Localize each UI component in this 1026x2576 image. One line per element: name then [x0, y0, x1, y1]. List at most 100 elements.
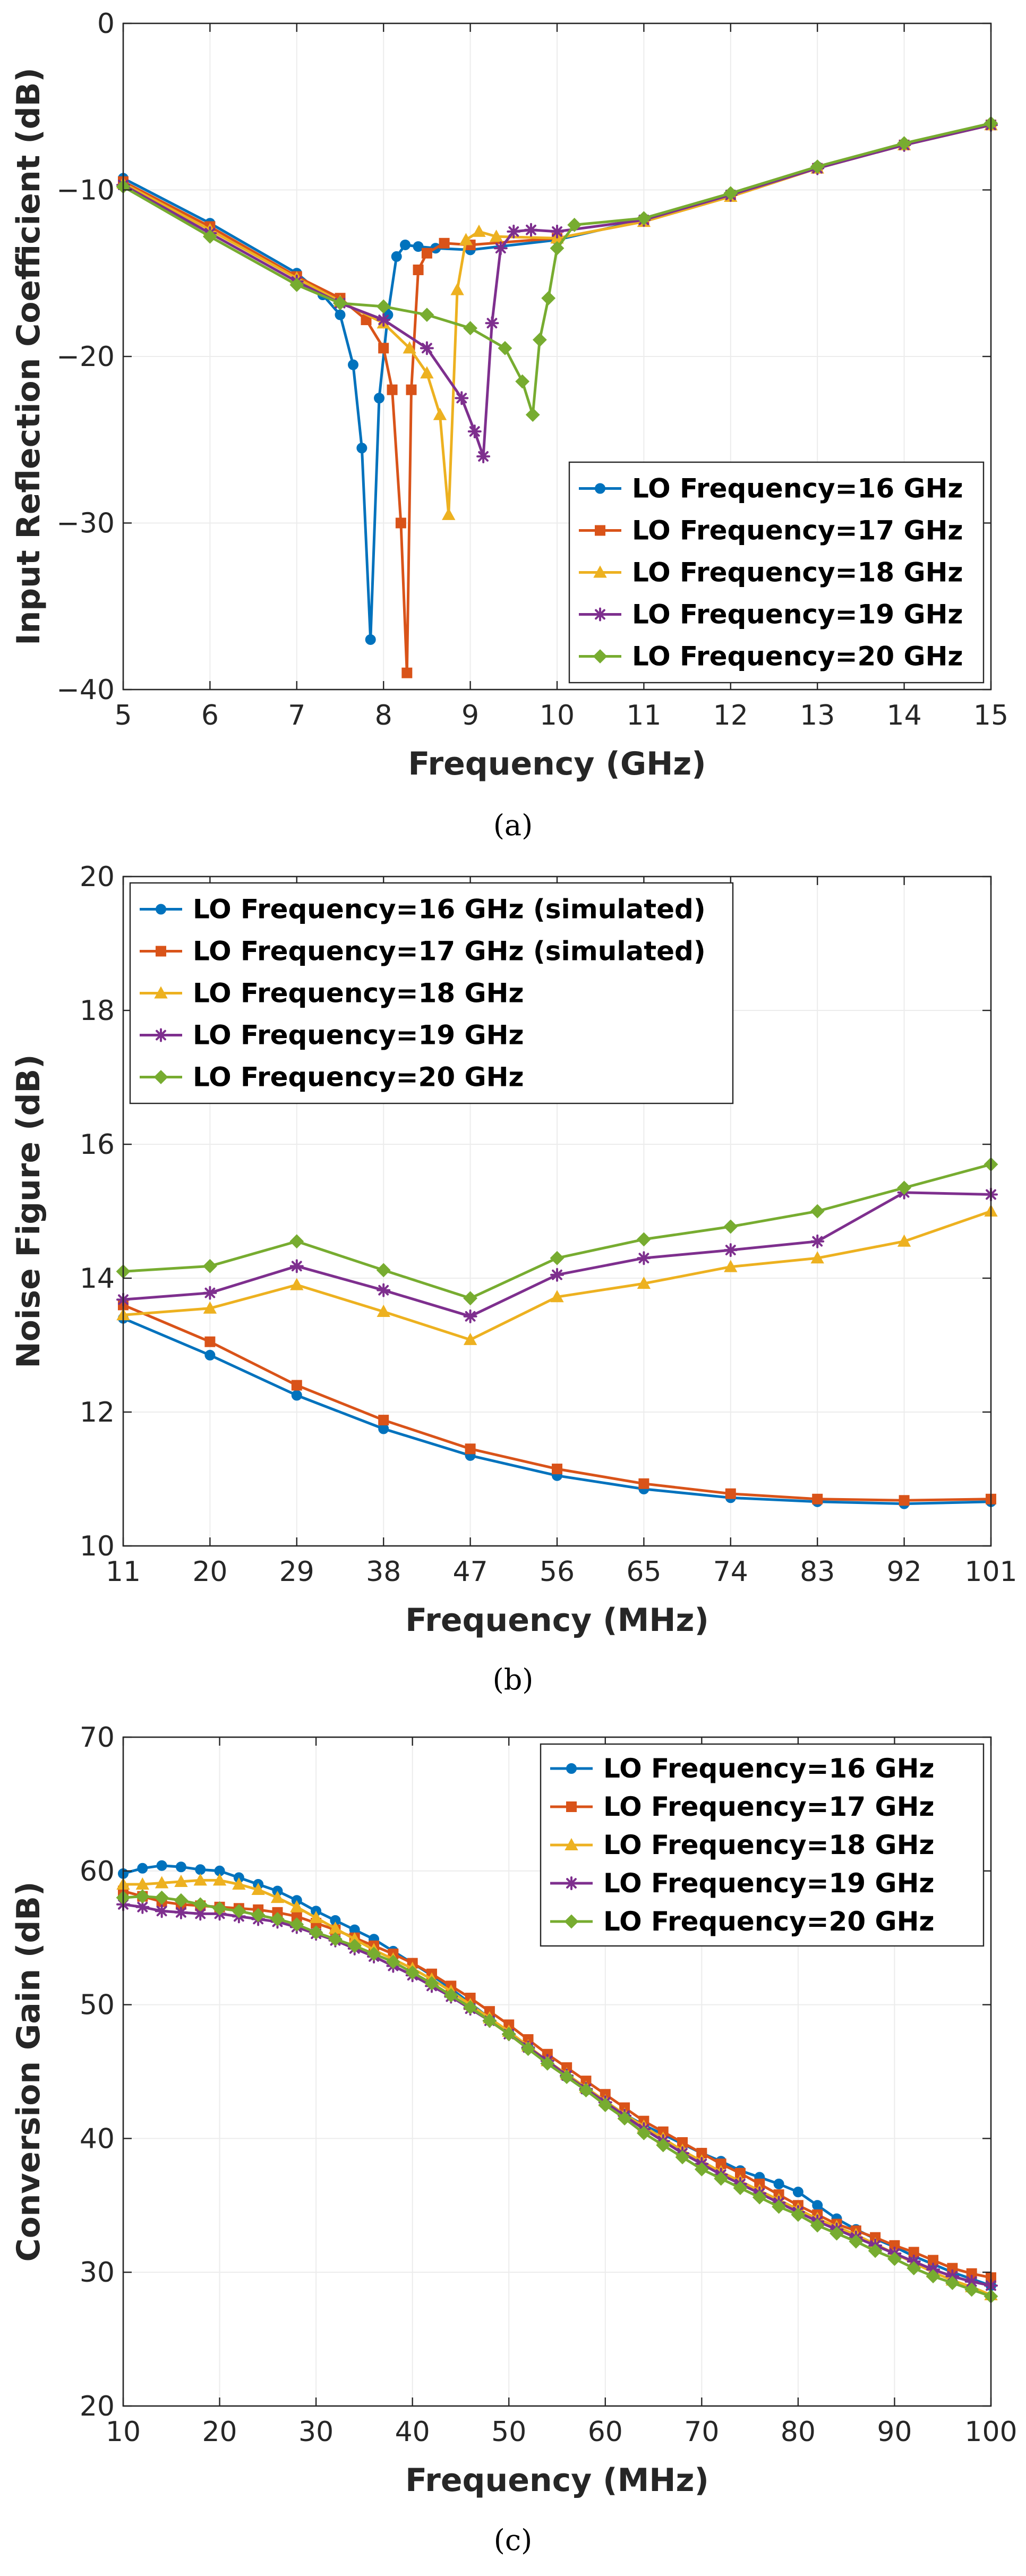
legend-label: LO Frequency=18 GHz	[603, 1830, 935, 1860]
data-point	[290, 1900, 304, 1912]
data-point	[442, 507, 456, 520]
data-point	[812, 2200, 823, 2211]
data-point	[637, 1277, 651, 1289]
data-point	[420, 308, 434, 322]
y-tick-label: −30	[56, 508, 115, 540]
data-point	[174, 1905, 188, 1919]
y-axis-title: Input Reflection Coefficient (dB)	[10, 67, 47, 645]
x-tick-label: 20	[202, 2416, 237, 2448]
data-point	[347, 1939, 362, 1953]
data-point	[204, 1336, 216, 1347]
x-tick-label: 11	[626, 700, 661, 732]
data-point	[405, 1965, 420, 1980]
data-point	[291, 1380, 302, 1391]
data-point	[291, 1390, 302, 1401]
data-point	[598, 2098, 613, 2112]
y-tick-label: 70	[80, 1722, 115, 1754]
data-point	[752, 2190, 767, 2205]
legend-label: LO Frequency=20 GHz	[193, 1062, 524, 1093]
y-tick-label: 18	[80, 995, 115, 1027]
data-point	[232, 1877, 246, 1890]
data-point	[413, 241, 424, 252]
data-point	[463, 1332, 477, 1345]
legend-label: LO Frequency=16 GHz	[632, 473, 963, 504]
legend-marker	[565, 1838, 578, 1850]
figure-caption: (b)	[493, 1663, 534, 1696]
legend-box	[540, 1743, 985, 1947]
data-point	[289, 1259, 304, 1273]
data-point	[289, 277, 304, 292]
data-point	[550, 241, 565, 256]
legend-marker	[566, 1801, 577, 1812]
data-point	[636, 1232, 651, 1247]
x-tick-label: 80	[781, 2416, 816, 2448]
data-point	[289, 1234, 304, 1249]
data-point	[810, 1251, 824, 1264]
data-point	[374, 393, 385, 404]
legend-label: LO Frequency=16 GHz (simulated)	[193, 894, 706, 925]
data-point	[637, 1251, 651, 1265]
data-point	[391, 251, 402, 262]
legend: LO Frequency=16 GHz (simulated) LO Freque…	[129, 882, 734, 1104]
data-point	[498, 341, 512, 355]
data-point	[463, 1309, 477, 1323]
x-tick-label: 56	[540, 1556, 575, 1588]
x-tick-label: 15	[973, 700, 1008, 732]
data-point	[964, 2282, 979, 2297]
data-point	[849, 2234, 863, 2249]
x-axis-title: Frequency (MHz)	[405, 2462, 709, 2499]
legend-label: LO Frequency=20 GHz	[603, 1906, 935, 1937]
data-point	[810, 159, 825, 174]
data-point	[203, 1286, 217, 1300]
x-tick-label: 100	[964, 2416, 1017, 2448]
x-tick-label: 83	[800, 1556, 835, 1588]
data-point	[204, 1349, 216, 1361]
data-point	[964, 2274, 979, 2289]
data-point	[467, 424, 482, 439]
data-point	[482, 2013, 497, 2028]
legend-label: LO Frequency=18 GHz	[193, 978, 524, 1009]
y-tick-label: 0	[97, 8, 115, 40]
data-point	[507, 224, 521, 239]
y-tick-label: −10	[56, 175, 115, 207]
data-point	[232, 1903, 246, 1918]
y-tick-label: 12	[80, 1397, 115, 1429]
data-point	[725, 1488, 736, 1499]
data-point	[202, 229, 217, 244]
x-tick-label: 70	[684, 2416, 719, 2448]
x-tick-label: 65	[626, 1556, 661, 1588]
legend-marker	[564, 1914, 579, 1929]
data-point	[387, 384, 398, 395]
data-point	[135, 1889, 150, 1904]
x-tick-label: 38	[366, 1556, 401, 1588]
data-point	[791, 2207, 806, 2222]
data-point	[270, 1912, 285, 1926]
x-tick-label: 29	[279, 1556, 314, 1588]
data-point	[395, 517, 406, 529]
data-point	[290, 1278, 304, 1290]
data-point	[195, 1864, 206, 1875]
data-point	[366, 1946, 381, 1961]
legend-marker	[595, 525, 605, 536]
legend-label: LO Frequency=19 GHz	[193, 1020, 524, 1051]
x-axis-title: Frequency (GHz)	[408, 745, 706, 783]
data-point	[333, 296, 347, 311]
data-point	[899, 1495, 910, 1506]
data-point	[203, 1301, 217, 1314]
data-point	[135, 1877, 150, 1890]
data-point	[251, 1882, 265, 1895]
data-point	[540, 2056, 555, 2071]
data-point	[420, 366, 434, 379]
data-point	[810, 1204, 825, 1219]
x-tick-label: 11	[106, 1556, 141, 1588]
data-point	[377, 1304, 390, 1317]
x-tick-label: 30	[298, 2416, 334, 2448]
legend: LO Frequency=16 GHz LO Frequency=17 GHz LO…	[568, 461, 985, 684]
data-point	[897, 1234, 911, 1247]
data-point	[675, 2150, 690, 2165]
y-tick-label: 20	[80, 861, 115, 893]
data-point	[714, 2171, 729, 2186]
data-point	[656, 2138, 671, 2153]
data-point	[552, 1464, 562, 1475]
data-point	[193, 1897, 208, 1912]
